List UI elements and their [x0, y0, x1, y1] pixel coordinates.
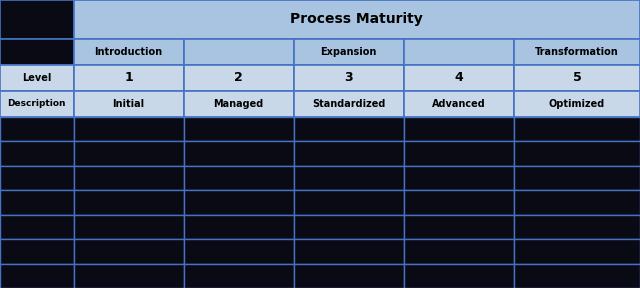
- Bar: [0, 65, 74, 91]
- Bar: [184, 91, 294, 117]
- Bar: [514, 91, 640, 117]
- Text: Standardized: Standardized: [312, 99, 385, 109]
- Bar: [294, 39, 404, 65]
- Bar: [404, 117, 514, 141]
- Bar: [74, 239, 184, 264]
- Bar: [74, 39, 184, 65]
- Bar: [74, 215, 184, 239]
- Text: Initial: Initial: [113, 99, 145, 109]
- Bar: [74, 65, 184, 91]
- Bar: [404, 215, 514, 239]
- Bar: [184, 39, 294, 65]
- Text: 4: 4: [454, 71, 463, 84]
- Bar: [184, 190, 294, 215]
- Text: Managed: Managed: [214, 99, 264, 109]
- Text: Level: Level: [22, 73, 51, 83]
- Bar: [184, 166, 294, 190]
- Bar: [404, 65, 514, 91]
- Bar: [74, 264, 184, 288]
- Bar: [294, 264, 404, 288]
- Text: Process Maturity: Process Maturity: [291, 12, 423, 26]
- Bar: [514, 65, 640, 91]
- Bar: [514, 239, 640, 264]
- Bar: [294, 65, 404, 91]
- Bar: [74, 166, 184, 190]
- Bar: [184, 239, 294, 264]
- Bar: [74, 0, 640, 39]
- Bar: [184, 117, 294, 141]
- Text: 5: 5: [573, 71, 581, 84]
- Bar: [74, 91, 184, 117]
- Bar: [514, 264, 640, 288]
- Bar: [404, 239, 514, 264]
- Bar: [184, 264, 294, 288]
- Bar: [514, 141, 640, 166]
- Bar: [404, 39, 514, 65]
- Bar: [0, 166, 74, 190]
- Bar: [514, 166, 640, 190]
- Bar: [0, 0, 74, 39]
- Bar: [404, 91, 514, 117]
- Bar: [0, 141, 74, 166]
- Bar: [404, 190, 514, 215]
- Bar: [184, 215, 294, 239]
- Bar: [74, 190, 184, 215]
- Bar: [294, 166, 404, 190]
- Bar: [74, 117, 184, 141]
- Bar: [184, 141, 294, 166]
- Text: Transformation: Transformation: [535, 47, 619, 57]
- Text: Description: Description: [8, 99, 66, 108]
- Text: 3: 3: [344, 71, 353, 84]
- Bar: [0, 117, 74, 141]
- Bar: [514, 117, 640, 141]
- Bar: [0, 215, 74, 239]
- Bar: [404, 166, 514, 190]
- Text: Expansion: Expansion: [321, 47, 377, 57]
- Bar: [294, 215, 404, 239]
- Bar: [294, 117, 404, 141]
- Bar: [74, 141, 184, 166]
- Bar: [514, 190, 640, 215]
- Bar: [294, 91, 404, 117]
- Bar: [0, 239, 74, 264]
- Bar: [0, 91, 74, 117]
- Text: Optimized: Optimized: [549, 99, 605, 109]
- Bar: [404, 141, 514, 166]
- Bar: [514, 39, 640, 65]
- Bar: [294, 190, 404, 215]
- Bar: [294, 239, 404, 264]
- Bar: [184, 65, 294, 91]
- Text: 2: 2: [234, 71, 243, 84]
- Text: Introduction: Introduction: [95, 47, 163, 57]
- Bar: [294, 141, 404, 166]
- Bar: [0, 264, 74, 288]
- Bar: [514, 215, 640, 239]
- Text: 1: 1: [124, 71, 133, 84]
- Bar: [404, 264, 514, 288]
- Bar: [0, 39, 74, 65]
- Text: Advanced: Advanced: [432, 99, 486, 109]
- Bar: [0, 190, 74, 215]
